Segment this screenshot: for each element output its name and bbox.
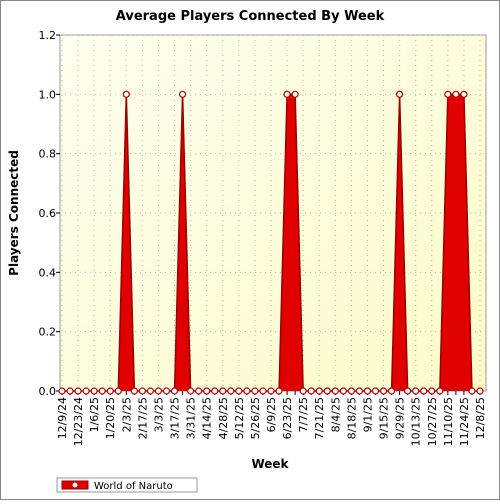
marker (460, 90, 468, 98)
marker (347, 387, 355, 395)
marker (130, 387, 138, 395)
marker (476, 387, 484, 395)
marker (283, 90, 291, 98)
x-tick-label: 6/23/25 (281, 397, 294, 439)
marker (307, 387, 315, 395)
marker (251, 387, 259, 395)
x-tick-label: 5/12/25 (233, 397, 246, 439)
marker (154, 387, 163, 395)
marker (259, 387, 267, 395)
x-tick-label: 9/1/25 (361, 397, 374, 432)
marker (452, 90, 460, 98)
x-tick-label: 7/21/25 (313, 397, 326, 439)
marker (106, 387, 114, 395)
y-tick-label: 0.6 (39, 207, 57, 220)
area (62, 94, 480, 391)
marker (90, 387, 98, 395)
marker (363, 387, 372, 395)
x-tick-label: 11/24/25 (458, 397, 471, 446)
x-tick-label: 4/14/25 (201, 397, 214, 439)
y-axis-label: Players Connected (7, 150, 21, 276)
marker (58, 387, 66, 395)
marker (82, 387, 90, 395)
x-tick-label: 11/10/25 (442, 397, 455, 446)
marker (355, 387, 364, 395)
marker (339, 387, 347, 395)
x-tick-label: 3/17/25 (169, 397, 182, 439)
marker (291, 90, 299, 98)
marker (170, 387, 179, 395)
x-tick-label: 8/18/25 (345, 397, 358, 439)
y-tick-label: 1.0 (39, 88, 57, 101)
marker (114, 387, 122, 395)
marker (323, 387, 331, 395)
chart-title: Average Players Connected By Week (116, 9, 385, 24)
x-tick-label: 12/9/24 (56, 397, 69, 439)
x-tick-label: 7/7/25 (297, 397, 310, 432)
marker (275, 387, 283, 395)
marker (138, 387, 146, 395)
x-tick-label: 12/23/24 (72, 397, 85, 446)
x-tick-label: 1/6/25 (88, 397, 101, 432)
y-tick-label: 0.0 (39, 385, 57, 398)
x-tick-label: 12/8/25 (474, 397, 487, 439)
marker (468, 387, 476, 395)
marker (267, 387, 275, 395)
x-tick-label: 9/15/25 (378, 397, 391, 439)
x-tick-label: 5/26/25 (249, 397, 262, 439)
marker (178, 90, 187, 98)
marker (187, 387, 195, 395)
marker (227, 387, 235, 395)
marker (235, 387, 243, 395)
legend-label: World of Naruto (94, 481, 173, 492)
marker (387, 387, 396, 395)
x-tick-label: 9/29/25 (394, 397, 407, 439)
x-axis-label: Week (251, 457, 289, 471)
marker (404, 387, 412, 395)
marker (243, 387, 251, 395)
marker (396, 90, 404, 98)
marker (436, 387, 444, 395)
marker (315, 387, 323, 395)
marker (162, 387, 171, 395)
marker (371, 387, 380, 395)
y-tick-label: 0.8 (39, 148, 57, 161)
marker (444, 90, 452, 98)
marker (428, 387, 436, 395)
marker (122, 90, 130, 98)
marker (203, 387, 211, 395)
marker (146, 387, 155, 395)
marker (379, 387, 388, 395)
x-tick-label: 4/28/25 (217, 397, 230, 439)
marker (211, 387, 219, 395)
x-tick-label: 1/20/25 (104, 397, 117, 439)
y-tick-label: 1.2 (39, 29, 57, 42)
marker (98, 387, 106, 395)
legend-marker (71, 481, 79, 489)
marker (299, 387, 307, 395)
marker (219, 387, 227, 395)
x-tick-label: 3/31/25 (185, 397, 198, 439)
x-tick-label: 8/4/25 (329, 397, 342, 432)
x-tick-label: 2/3/25 (120, 397, 133, 432)
marker (420, 387, 428, 395)
marker (195, 387, 203, 395)
marker (66, 387, 74, 395)
marker (331, 387, 339, 395)
x-tick-label: 10/27/25 (426, 397, 439, 446)
legend-box (56, 477, 198, 493)
x-tick-label: 2/17/25 (136, 397, 149, 439)
y-tick-label: 0.4 (39, 266, 57, 279)
x-tick-label: 6/9/25 (265, 397, 278, 432)
x-tick-label: 3/3/25 (152, 397, 165, 432)
x-tick-label: 10/13/25 (410, 397, 423, 446)
y-tick-label: 0.2 (39, 326, 57, 339)
marker (74, 387, 82, 395)
marker (412, 387, 420, 395)
